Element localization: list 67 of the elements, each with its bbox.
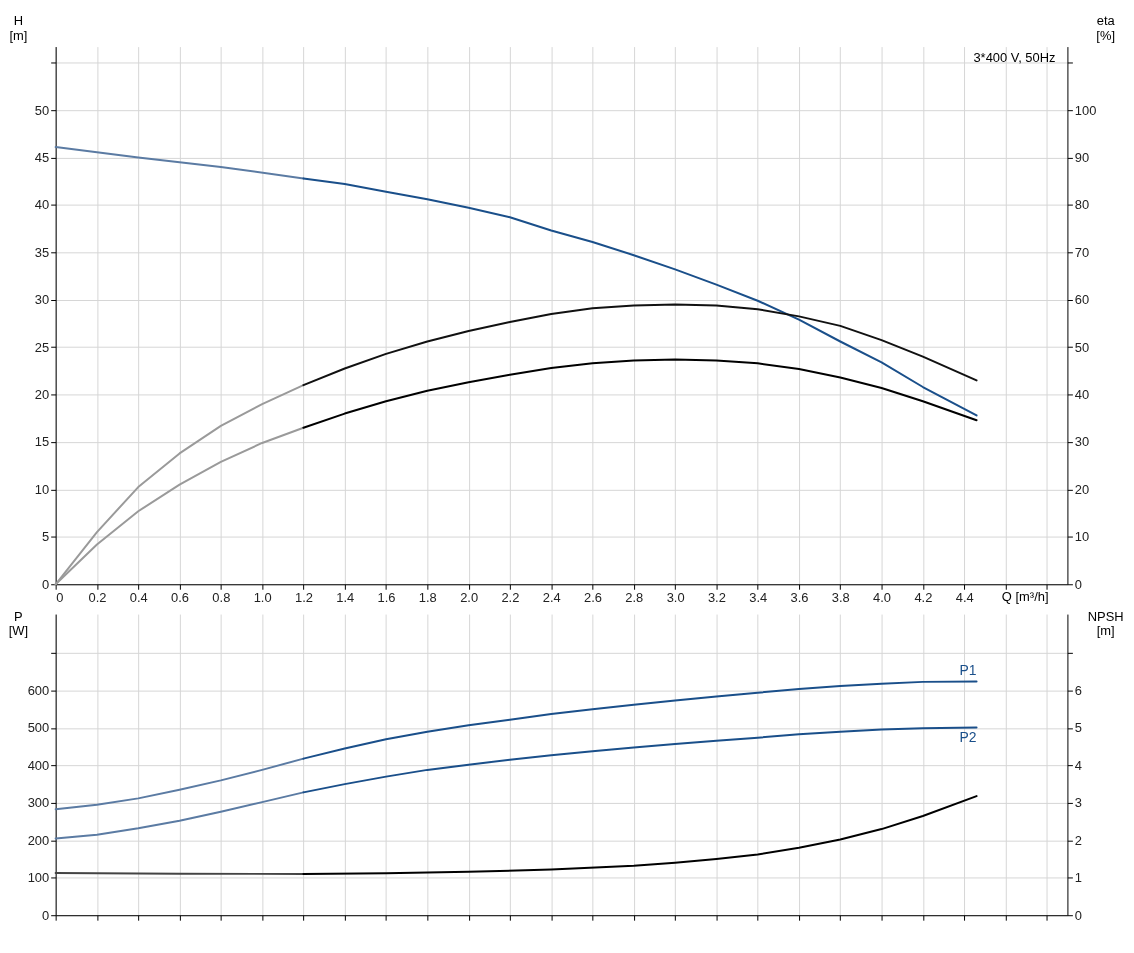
y2-tick-label: 20 — [1074, 481, 1090, 497]
x-tick-label: 1.4 — [336, 589, 355, 605]
y-axis-title: P [W] — [8, 608, 29, 639]
y-tick-label: 50 — [34, 102, 50, 118]
y-tick-label: 400 — [27, 757, 50, 773]
y2-tick-label: 6 — [1074, 682, 1083, 698]
x-tick-label: 2.0 — [460, 589, 479, 605]
x-tick-label: 3.0 — [666, 589, 685, 605]
y-tick-label: 5 — [42, 529, 50, 545]
y2-tick-label: 80 — [1074, 197, 1090, 213]
y-tick-label: 300 — [27, 795, 50, 811]
y2-tick-label: 30 — [1074, 434, 1090, 450]
x-tick-label: 1.2 — [294, 589, 313, 605]
y2-tick-label: 50 — [1074, 339, 1090, 355]
x-tick-label: 2.2 — [501, 589, 520, 605]
y2-tick-label: 60 — [1074, 292, 1090, 308]
y2-tick-label: 40 — [1074, 387, 1090, 403]
y-tick-label: 20 — [34, 387, 50, 403]
y2-axis-title: eta [%] — [1096, 13, 1116, 44]
y-tick-label: 200 — [27, 832, 50, 848]
x-tick-label: 4.4 — [955, 589, 974, 605]
y-tick-label: 500 — [27, 720, 50, 736]
y-tick-label: 30 — [34, 292, 50, 308]
x-tick-label: 0.2 — [88, 589, 107, 605]
y-tick-label: 10 — [34, 481, 50, 497]
y2-tick-label: 2 — [1074, 832, 1083, 848]
y2-tick-label: 5 — [1074, 720, 1083, 736]
x-tick-label: 3.8 — [831, 589, 850, 605]
x-tick-label: 0.4 — [129, 589, 148, 605]
y2-tick-label: 100 — [1074, 102, 1097, 118]
y-tick-label: 45 — [34, 150, 50, 166]
x-tick-label: 2.4 — [542, 589, 561, 605]
y2-tick-label: 0 — [1074, 576, 1083, 592]
y-tick-label: 100 — [27, 870, 50, 886]
y-tick-label: 0 — [42, 907, 50, 923]
x-axis-title: Q [m³/h] — [1001, 588, 1049, 604]
x-tick-label: 1.0 — [253, 589, 272, 605]
y-tick-label: 15 — [34, 434, 50, 450]
y2-tick-label: 10 — [1074, 529, 1090, 545]
annotation: 3*400 V, 50Hz — [973, 50, 1056, 66]
y-tick-label: 25 — [34, 339, 50, 355]
y-tick-label: 40 — [34, 197, 50, 213]
y2-axis-title: NPSH [m] — [1087, 608, 1124, 639]
y2-tick-label: 70 — [1074, 244, 1090, 260]
x-tick-label: 1.8 — [418, 589, 437, 605]
x-tick-label: 0 — [56, 589, 64, 605]
x-tick-label: 3.2 — [707, 589, 726, 605]
x-tick-label: 0.8 — [212, 589, 231, 605]
y-tick-label: 35 — [34, 244, 50, 260]
y2-tick-label: 4 — [1074, 757, 1083, 773]
x-tick-label: 4.2 — [914, 589, 933, 605]
y2-tick-label: 0 — [1074, 907, 1083, 923]
y2-tick-label: 90 — [1074, 150, 1090, 166]
x-tick-label: 1.6 — [377, 589, 396, 605]
y-axis-title: H [m] — [9, 13, 28, 44]
series-label: P2 — [959, 729, 977, 746]
y2-tick-label: 1 — [1074, 870, 1083, 886]
x-tick-label: 3.4 — [749, 589, 768, 605]
x-tick-label: 4.0 — [873, 589, 892, 605]
x-tick-label: 3.6 — [790, 589, 809, 605]
series-label: P1 — [959, 661, 977, 678]
y-tick-label: 600 — [27, 682, 50, 698]
x-tick-label: 2.6 — [584, 589, 602, 605]
y-tick-label: 0 — [42, 576, 50, 592]
x-tick-label: 2.8 — [625, 589, 644, 605]
x-tick-label: 0.6 — [171, 589, 190, 605]
y2-tick-label: 3 — [1074, 795, 1083, 811]
